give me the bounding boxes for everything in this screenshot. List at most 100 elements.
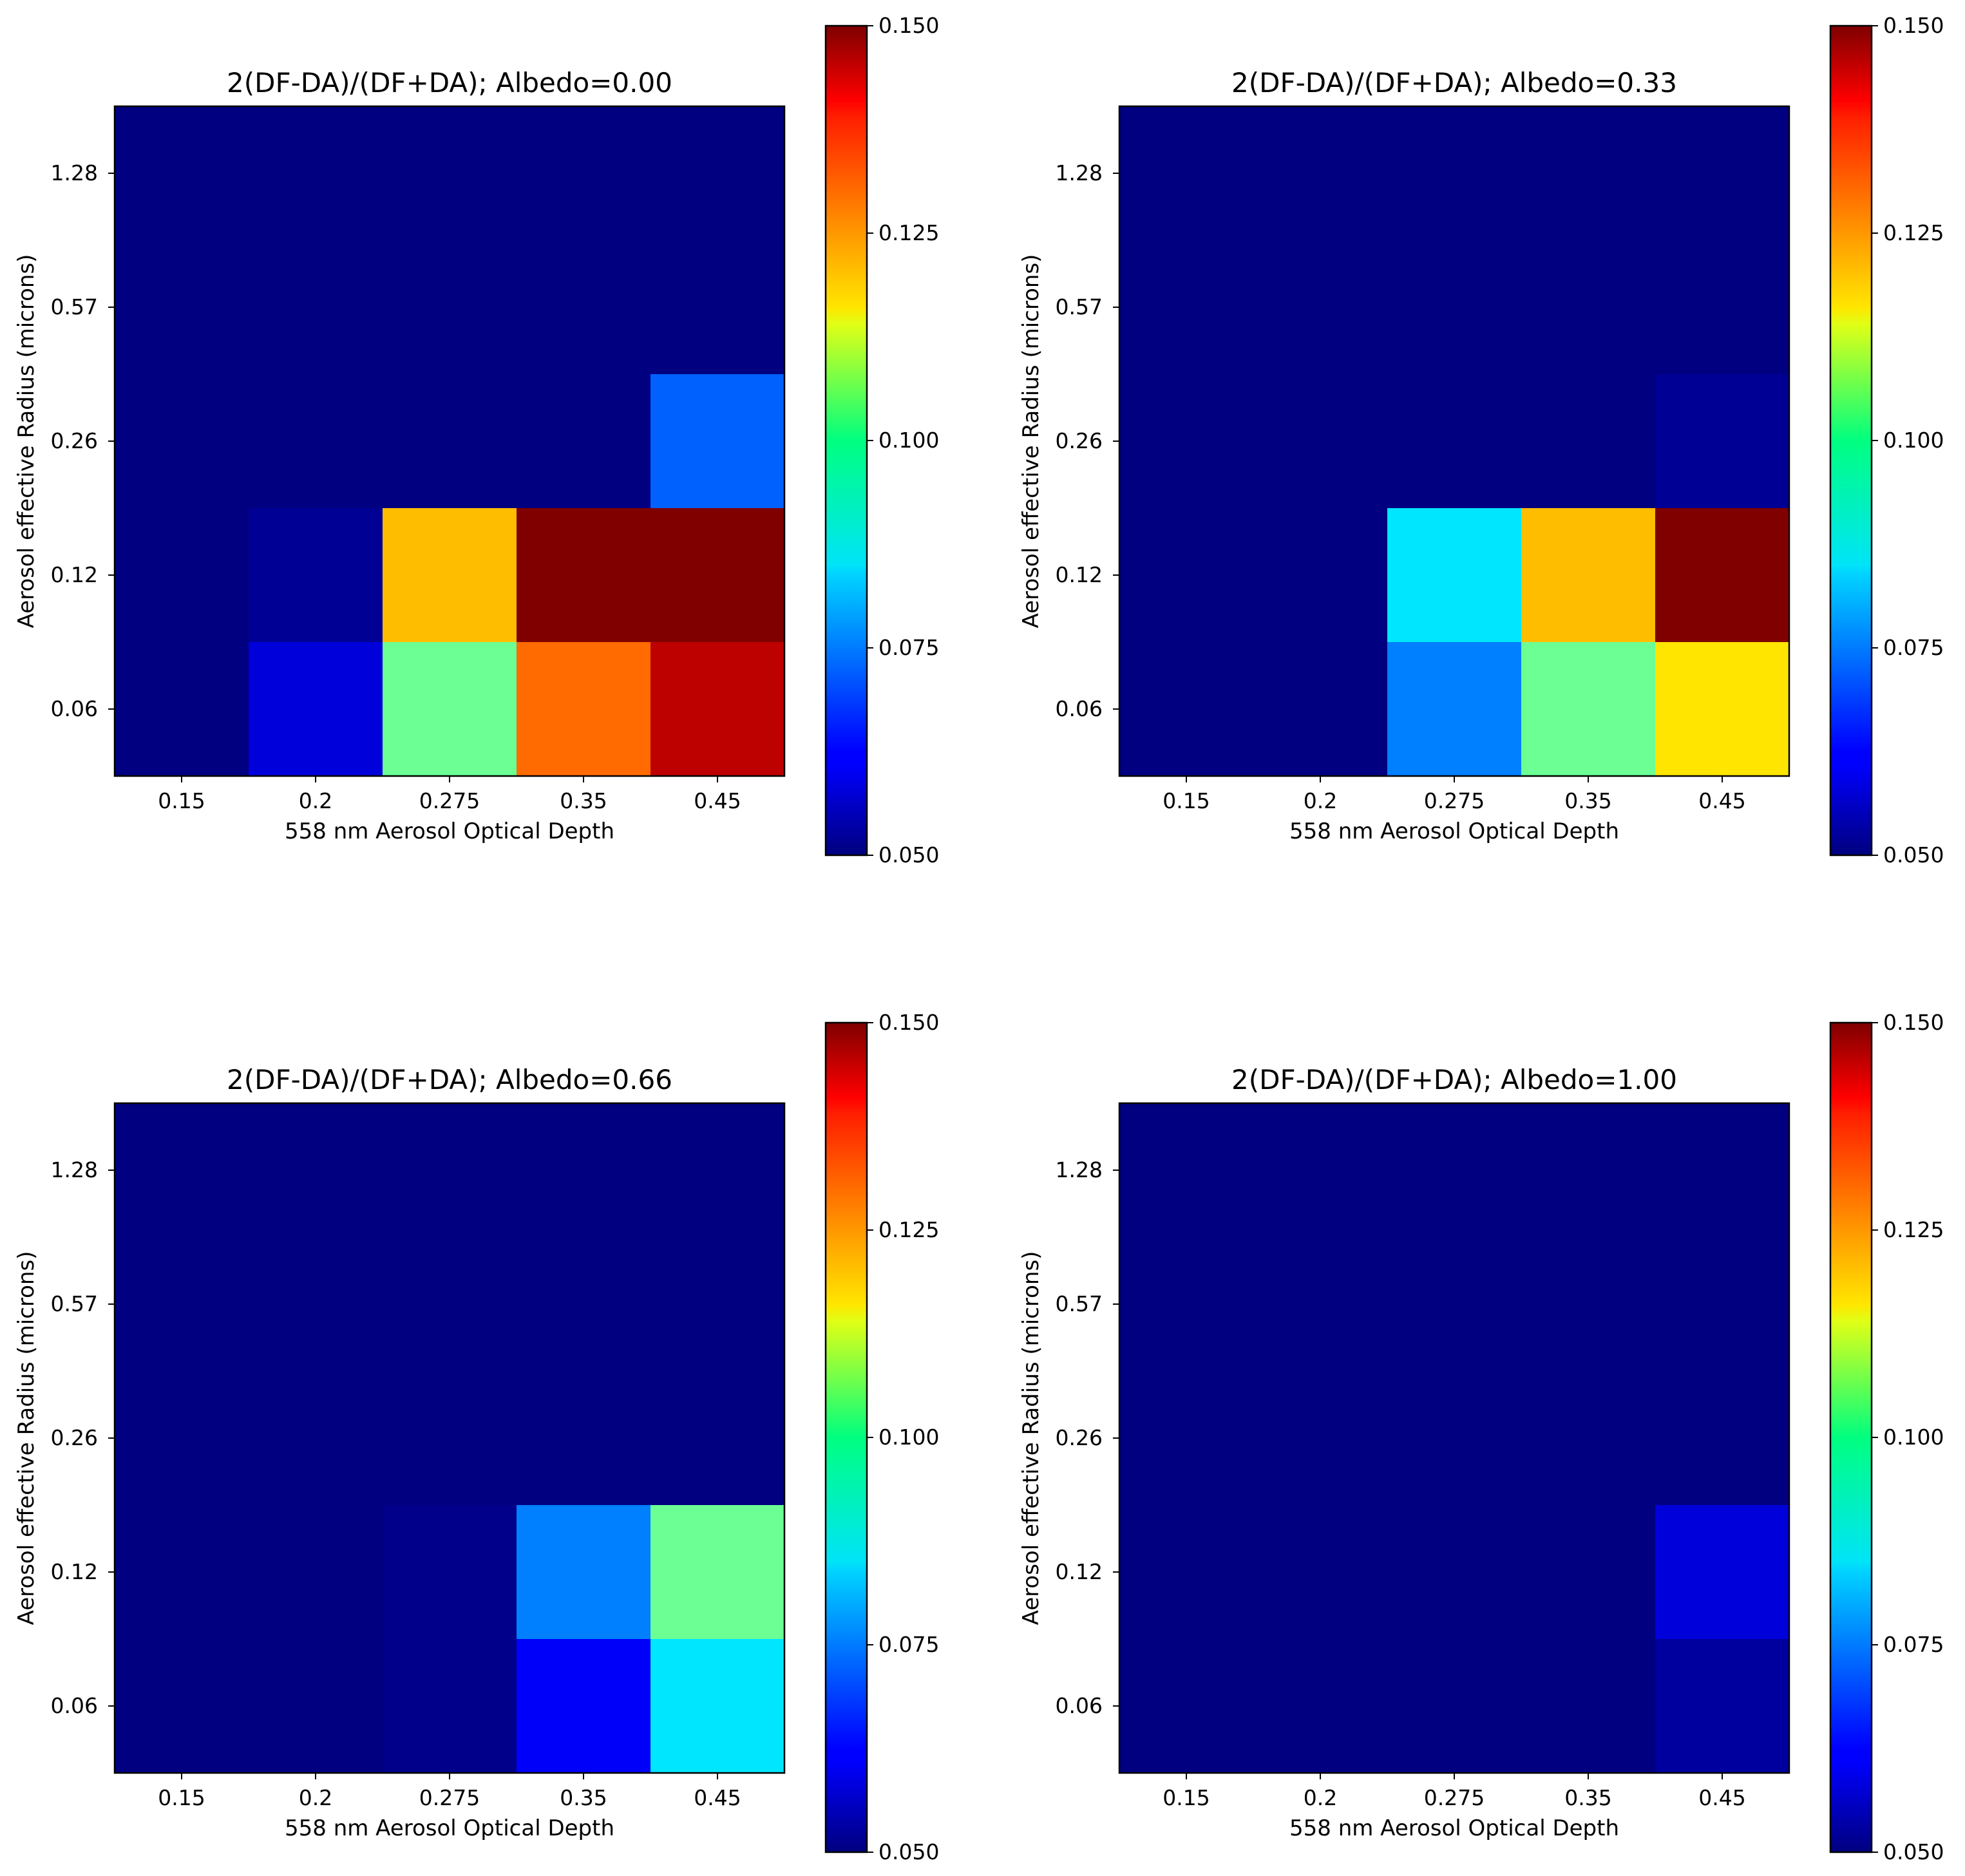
heatmap-cell [1521,508,1656,643]
heatmap-cell [115,642,249,777]
colorbar-tick-label: 0.150 [1883,13,1944,38]
heatmap-cell [650,240,785,375]
colorbar [1830,26,1872,855]
chart-title: 2(DF-DA)/(DF+DA); Albedo=1.00 [1231,1064,1677,1095]
y-tick-label: 0.06 [51,1693,98,1718]
colorbar-tick-label: 0.075 [878,1632,939,1657]
heatmap-cell [1119,1505,1254,1640]
heatmap-cell [1253,508,1388,643]
x-tick-label: 0.45 [694,788,741,813]
heatmap-cell [1387,1237,1522,1372]
heatmap-cell [1655,374,1790,509]
chart-title: 2(DF-DA)/(DF+DA); Albedo=0.00 [227,67,672,99]
heatmap-cell [1655,1103,1790,1238]
heatmap-cell [1119,240,1254,375]
heatmap-cell [383,1505,517,1640]
heatmap-cell [1253,106,1388,241]
heatmap-cell [517,106,651,241]
y-tick-label: 0.12 [51,562,98,587]
heatmap-cell [1119,1237,1254,1372]
heatmap-cell [1655,240,1790,375]
heatmap-cell [517,1237,651,1372]
heatmap-cell [1253,642,1388,777]
x-tick-label: 0.2 [299,1785,332,1810]
colorbar-tick-label: 0.150 [878,13,939,38]
x-tick-label: 0.275 [419,1785,480,1810]
y-tick-label: 0.57 [51,1291,98,1316]
heatmap-cell [650,508,785,643]
heatmap-cell [383,1237,517,1372]
heatmap-cell [249,1505,383,1640]
heatmap-cell [383,1103,517,1238]
heatmap-cell [1387,374,1522,509]
heatmap-cell [1521,1505,1656,1640]
heatmap-cell [1387,508,1522,643]
heatmap-cell [383,240,517,375]
colorbar-tick-label: 0.100 [878,428,939,453]
x-axis-label: 558 nm Aerosol Optical Depth [285,819,614,844]
heatmap-cell [249,1639,383,1774]
heatmap-cell [115,106,249,241]
heatmap-panel-4: 2(DF-DA)/(DF+DA); Albedo=1.00 0.15 0.2 0.27… [1018,1010,1944,1864]
heatmap-cell [1253,1639,1388,1774]
y-tick-label: 0.57 [1056,1291,1103,1316]
y-tick-label: 0.26 [51,1425,98,1450]
y-tick-label: 0.26 [1056,428,1103,453]
colorbar-tick-label: 0.125 [1883,1217,1944,1242]
heatmap-cell [650,106,785,241]
heatmap-cell [517,240,651,375]
y-tick-label: 1.28 [1056,1157,1103,1182]
x-tick-label: 0.2 [1304,788,1337,813]
heatmap-cell [650,1103,785,1238]
chart-title: 2(DF-DA)/(DF+DA); Albedo=0.33 [1231,67,1677,99]
x-tick-label: 0.35 [1564,788,1611,813]
heatmap-cell [249,642,383,777]
colorbar-tick-label: 0.075 [1883,635,1944,660]
x-tick-label: 0.35 [1564,1785,1611,1810]
heatmap-cell [249,1371,383,1506]
y-tick-label: 1.28 [51,160,98,185]
heatmap-cell [383,642,517,777]
x-axis-label: 558 nm Aerosol Optical Depth [1289,1815,1619,1841]
x-axis-label: 558 nm Aerosol Optical Depth [285,1815,614,1841]
heatmap-cell [517,1639,651,1774]
heatmap-cell [650,1639,785,1774]
y-tick-label: 0.57 [1056,294,1103,319]
heatmap-cell [249,240,383,375]
heatmap-cell [517,1371,651,1506]
x-tick-label: 0.2 [299,788,332,813]
heatmap-cell [1655,1505,1790,1640]
x-axis-label: 558 nm Aerosol Optical Depth [1289,819,1619,844]
heatmap-cell [1119,1371,1254,1506]
heatmap-cell [517,508,651,643]
heatmap-cell [115,1371,249,1506]
heatmap-cell [1387,1639,1522,1774]
heatmap-cell [1521,374,1656,509]
heatmap-cell [1655,508,1790,643]
y-tick-label: 0.26 [1056,1425,1103,1450]
heatmap-cell [1119,106,1254,241]
colorbar-tick-label: 0.150 [878,1010,939,1035]
colorbar-tick-label: 0.100 [1883,428,1944,453]
heatmap-cell [115,240,249,375]
colorbar [1830,1023,1872,1852]
y-axis-label: Aerosol effective Radius (microns) [14,254,39,629]
y-tick-label: 1.28 [51,1157,98,1182]
heatmap-cell [1521,1639,1656,1774]
heatmap-cell [249,106,383,241]
y-axis-label: Aerosol effective Radius (microns) [1018,1251,1044,1625]
colorbar-tick-label: 0.050 [878,1839,939,1864]
heatmap-cell [650,1237,785,1372]
heatmap-cell [115,508,249,643]
heatmap-cell [1119,1103,1254,1238]
heatmap-cell [650,1505,785,1640]
colorbar-tick-label: 0.150 [1883,1010,1944,1035]
y-tick-label: 0.06 [1056,1693,1103,1718]
x-tick-label: 0.275 [419,788,480,813]
heatmap-cell [517,374,651,509]
heatmap-cell [1655,642,1790,777]
y-tick-label: 0.12 [1056,1559,1103,1584]
heatmap-cell [383,1639,517,1774]
colorbar-tick-label: 0.075 [878,635,939,660]
